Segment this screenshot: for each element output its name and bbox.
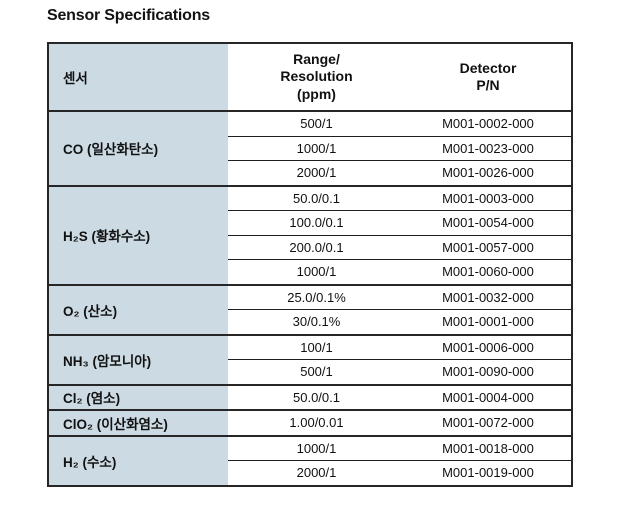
table-row: CO (일산화탄소) 500/1 M001-0002-000 xyxy=(48,110,572,186)
table-row: H₂ (수소) 1000/1 M001-0018-000 xyxy=(48,434,572,486)
range-cell: 1000/1 xyxy=(228,135,405,161)
sensor-spec-table: 센서 Range/ Resolution (ppm) Detector P/N … xyxy=(47,42,573,487)
table-row: O₂ (산소) 25.0/0.1% M001-0032-000 xyxy=(48,283,572,335)
detector-pn-cell: M001-0018-000 xyxy=(405,434,572,461)
table-row: H₂S (황화수소) 50.0/0.1 M001-0003-000 xyxy=(48,184,572,285)
sensor-name-cell: O₂ (산소) xyxy=(48,283,228,335)
range-cell: 25.0/0.1% xyxy=(228,283,405,310)
sensor-name-cell: CO (일산화탄소) xyxy=(48,110,228,186)
table-row: 1000/1 M001-0060-000 xyxy=(48,259,572,285)
range-cell: 1000/1 xyxy=(228,259,405,285)
table-row: 2000/1 M001-0019-000 xyxy=(48,460,572,486)
col-header-range-resolution: Range/ Resolution (ppm) xyxy=(228,43,405,112)
detector-pn-cell: M001-0026-000 xyxy=(405,160,572,186)
detector-pn-cell: M001-0019-000 xyxy=(405,460,572,486)
range-cell: 50.0/0.1 xyxy=(228,383,405,410)
table-row: 500/1 M001-0090-000 xyxy=(48,359,572,385)
table-row: Cl₂ (염소) 50.0/0.1 M001-0004-000 xyxy=(48,383,572,410)
detector-pn-cell: M001-0072-000 xyxy=(405,409,572,436)
sensor-name-cell: ClO₂ (이산화염소) xyxy=(48,409,228,436)
range-cell: 500/1 xyxy=(228,359,405,385)
range-cell: 2000/1 xyxy=(228,460,405,486)
page-title: Sensor Specifications xyxy=(47,7,210,24)
table-row: 200.0/0.1 M001-0057-000 xyxy=(48,234,572,260)
detector-pn-cell: M001-0057-000 xyxy=(405,234,572,260)
col-header-sensor: 센서 xyxy=(48,43,228,112)
detector-pn-cell: M001-0060-000 xyxy=(405,259,572,285)
sensor-name-cell: Cl₂ (염소) xyxy=(48,383,228,410)
sensor-name-cell: H₂ (수소) xyxy=(48,434,228,486)
detector-pn-cell: M001-0002-000 xyxy=(405,110,572,136)
table-row: ClO₂ (이산화염소) 1.00/0.01 M001-0072-000 xyxy=(48,409,572,436)
detector-pn-cell: M001-0090-000 xyxy=(405,359,572,385)
col-header-detector-pn: Detector P/N xyxy=(405,43,572,112)
range-cell: 30/0.1% xyxy=(228,309,405,335)
range-cell: 1.00/0.01 xyxy=(228,409,405,436)
table-row: 30/0.1% M001-0001-000 xyxy=(48,309,572,335)
range-cell: 50.0/0.1 xyxy=(228,184,405,211)
detector-pn-cell: M001-0032-000 xyxy=(405,283,572,310)
table-row: 2000/1 M001-0026-000 xyxy=(48,160,572,186)
detector-pn-cell: M001-0054-000 xyxy=(405,210,572,235)
detector-pn-cell: M001-0006-000 xyxy=(405,333,572,360)
detector-pn-cell: M001-0003-000 xyxy=(405,184,572,211)
detector-pn-cell: M001-0001-000 xyxy=(405,309,572,335)
range-cell: 100/1 xyxy=(228,333,405,360)
detector-pn-cell: M001-0023-000 xyxy=(405,135,572,161)
sensor-name-cell: NH₃ (암모니아) xyxy=(48,333,228,385)
table-header-row: 센서 Range/ Resolution (ppm) Detector P/N xyxy=(48,43,572,112)
sensor-name-cell: H₂S (황화수소) xyxy=(48,184,228,285)
range-cell: 1000/1 xyxy=(228,434,405,461)
table-row: 1000/1 M001-0023-000 xyxy=(48,135,572,161)
range-cell: 100.0/0.1 xyxy=(228,210,405,235)
detector-pn-cell: M001-0004-000 xyxy=(405,383,572,410)
table-row: NH₃ (암모니아) 100/1 M001-0006-000 xyxy=(48,333,572,385)
range-cell: 200.0/0.1 xyxy=(228,234,405,260)
table-row: 100.0/0.1 M001-0054-000 xyxy=(48,210,572,235)
range-cell: 2000/1 xyxy=(228,160,405,186)
range-cell: 500/1 xyxy=(228,110,405,136)
